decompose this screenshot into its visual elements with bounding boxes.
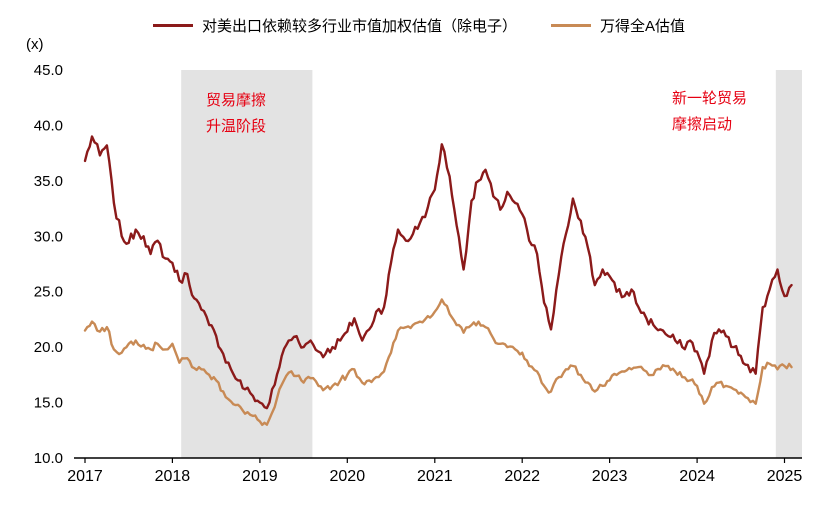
series-line-1 [83,298,793,426]
series-line-0 [83,135,793,410]
annotation-new-trade-friction-start: 新一轮贸易 摩擦启动 [672,90,748,133]
y-tick-label: 25.0 [34,284,63,301]
x-tick-label: 2021 [417,468,453,485]
x-tick-label: 2022 [504,468,540,485]
legend-label-us-export-valuation: 对美出口依赖较多行业市值加权估值（除电子） [201,18,517,35]
legend-line-swatch-tan [551,24,591,27]
y-tick-label: 10.0 [34,450,63,467]
y-tick-label: 15.0 [34,395,63,412]
y-tick-label: 20.0 [34,339,63,356]
x-tick-label: 2024 [679,468,715,485]
y-tick-label: 35.0 [34,173,63,190]
x-tick-label: 2025 [767,468,803,485]
legend-line-swatch-dark-red [152,24,193,27]
y-tick-label: 30.0 [34,228,63,245]
legend: 对美出口依赖较多行业市值加权估值（除电子） 万得全A估值 [0,15,838,36]
legend-item-us-export-valuation: 对美出口依赖较多行业市值加权估值（除电子） [152,15,517,36]
highlight-region-0 [181,70,313,458]
y-tick-label: 40.0 [34,117,63,134]
x-tick-label: 2017 [67,468,103,485]
x-tick-label: 2019 [242,468,278,485]
x-tick-label: 2020 [330,468,366,485]
highlight-region-1 [775,70,802,458]
x-tick-label: 2018 [155,468,191,485]
y-axis-unit-label: (x) [26,36,44,53]
y-tick-label: 45.0 [34,62,63,79]
legend-item-wind-all-a-valuation: 万得全A估值 [551,15,685,36]
x-tick-label: 2023 [592,468,628,485]
annotation-trade-friction-heating: 贸易摩擦 升温阶段 [206,92,267,135]
legend-label-wind-all-a-valuation: 万得全A估值 [600,18,686,35]
